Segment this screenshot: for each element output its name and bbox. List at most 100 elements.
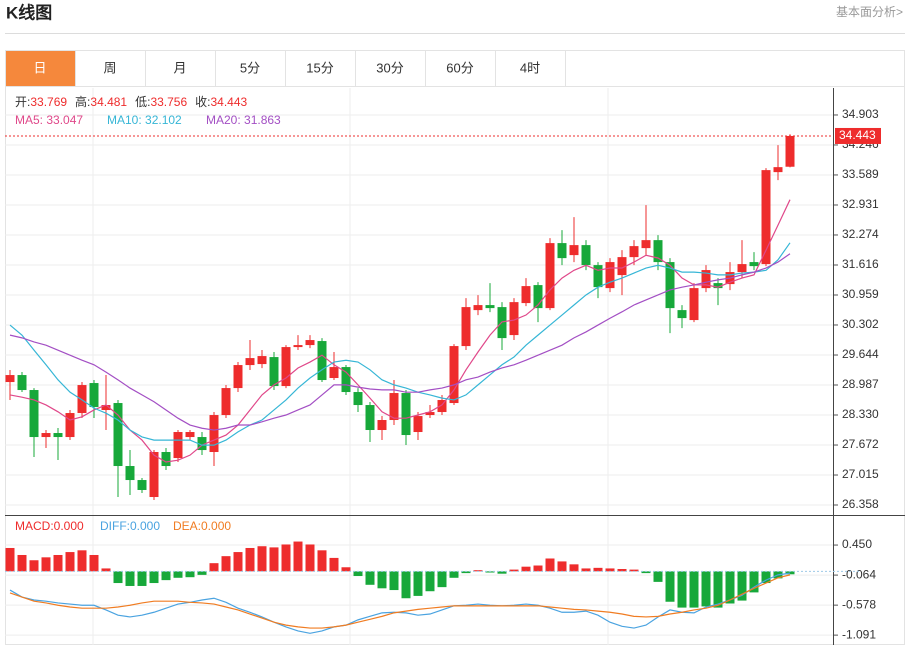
macd-bar [17,554,27,572]
y-tick-label: 29.644 [842,347,879,361]
macd-bar [689,571,699,608]
macd-bar [257,546,267,572]
macd-bar [713,571,723,608]
candle-body [617,257,627,276]
macd-bar [197,571,207,575]
y-tick-label: 28.330 [842,407,879,421]
macd-bar [473,570,483,572]
candle-body [605,262,615,289]
candle-body [689,288,699,321]
tab[interactable] [215,50,286,87]
macd-bar [293,541,303,572]
y-tick-label: 32.274 [842,227,879,241]
candle-body [677,310,687,319]
tab[interactable] [495,50,566,87]
tab[interactable] [145,50,216,87]
tab-label[interactable]: 日 [33,60,46,75]
macd-bar [617,569,627,572]
macd-bar [113,571,123,584]
macd-bar [329,557,339,572]
candle-body [593,265,603,288]
candle-body [125,466,135,481]
macd-bar [221,556,231,572]
macd-bar [629,569,639,572]
tab-label[interactable]: 60分 [446,60,473,75]
y-tick-label: 34.903 [842,107,879,121]
candle-body [329,367,339,379]
y-tick-label: -0.578 [842,597,876,611]
candle-body [233,365,243,389]
macd-bar [677,571,687,608]
info-key: 低: [135,95,150,109]
candle-body [377,420,387,431]
macd-bar [29,560,39,572]
tab-label[interactable]: 月 [173,60,186,75]
tab-label[interactable]: 5分 [240,60,260,75]
macd-bar [425,571,435,592]
macd-bar [41,557,51,572]
tab-label[interactable]: 30分 [376,60,403,75]
macd-bar [701,571,711,607]
tab-label[interactable]: 周 [103,60,116,75]
candle-body [653,240,663,263]
candle-body [245,358,255,366]
candle-body [713,283,723,289]
candle-body [581,245,591,266]
info-key: 高: [75,94,90,109]
macd-bar [341,567,351,572]
candle-body [773,167,783,173]
macd-bar [89,554,99,572]
candle-body [53,433,63,438]
macd-bar [365,571,375,585]
y-tick-label: 30.959 [842,287,879,301]
candle-body [101,405,111,411]
y-tick-label: 32.931 [842,197,879,211]
candle-body [413,416,423,433]
indicator-line [9,199,791,463]
macd-bar [209,563,219,572]
tab-label[interactable]: 4时 [520,60,540,75]
info-value: 34.481 [90,95,127,109]
candle-body [737,264,747,273]
info-value: 34.443 [210,95,247,109]
page-title: K线图 [6,2,52,22]
candle-body [749,262,759,267]
candle-body [65,413,75,438]
y-tick-label: 27.672 [842,437,879,451]
candle-body [77,385,87,414]
y-tick-label: 30.302 [842,317,879,331]
candle-body [425,412,435,416]
tab[interactable] [5,50,76,87]
candle-body [401,393,411,436]
candle-body [341,367,351,393]
macd-bar [77,550,87,572]
macd-bar [449,571,459,578]
macd-bar [545,558,555,572]
tab[interactable] [355,50,426,87]
macd-bar [173,571,183,578]
candle-body [785,135,795,167]
info-value: 33.769 [30,95,67,109]
tab[interactable] [425,50,496,87]
macd-bar [5,547,15,572]
candle-body [449,346,459,404]
macd-bar [497,571,507,574]
candle-body [353,392,363,406]
y-tick-label: -1.091 [842,627,876,641]
tab-label[interactable]: 15分 [306,60,333,75]
macd-bar [461,571,471,574]
y-tick-label: -0.064 [842,567,876,581]
fundamental-link[interactable]: 基本面分析> [836,5,903,19]
candle-body [521,286,531,304]
macd-bar [749,571,759,593]
candle-body [461,307,471,347]
macd-bar [233,552,243,572]
candle-body [365,405,375,431]
tab[interactable] [285,50,356,87]
last-price-box [835,127,881,144]
candle-body [5,375,15,383]
indicator-line [9,574,791,629]
candle-body [41,433,51,438]
macd-bar [641,571,651,574]
